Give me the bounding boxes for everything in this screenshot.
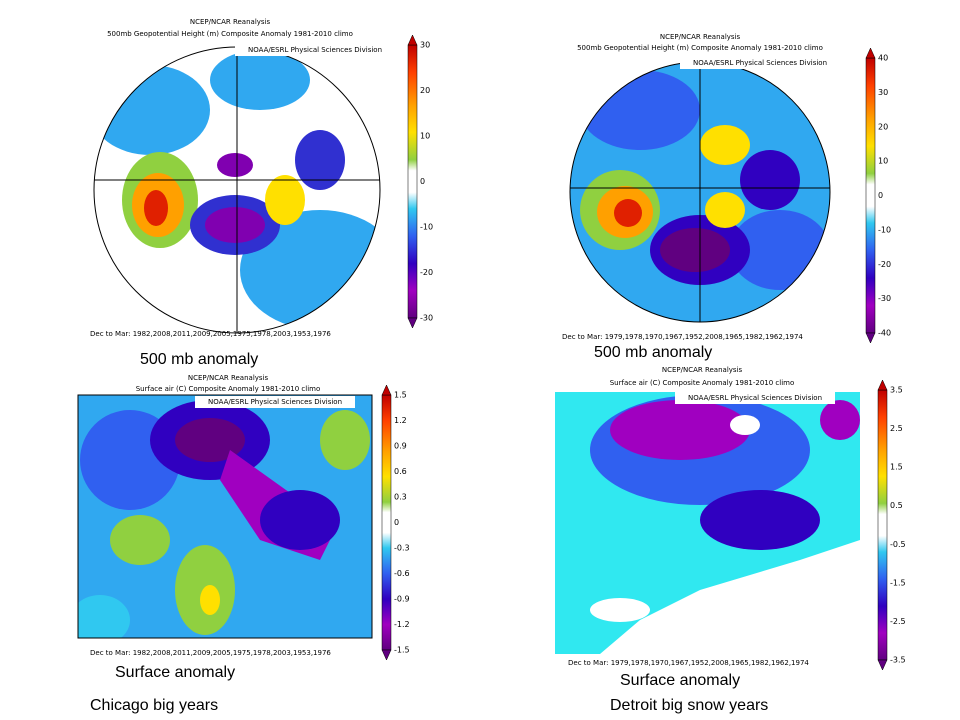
title: 500mb Geopotential Height (m) Composite …: [577, 44, 823, 52]
colorbar-cap: [877, 379, 888, 391]
colorbar-label: 20: [878, 122, 888, 131]
title: Surface air (C) Composite Anomaly 1981-2…: [136, 385, 321, 393]
credit-box: [680, 57, 840, 69]
credit: NOAA/ESRL Physical Sciences Division: [688, 394, 822, 402]
map-4: [555, 392, 860, 654]
footer: Dec to Mar: 1982,2008,2011,2009,2005,197…: [90, 649, 331, 657]
colorbar-label: -1.5: [890, 578, 906, 587]
footer: Dec to Mar: 1982,2008,2011,2009,2005,197…: [90, 330, 331, 338]
colorbar-label: -1.5: [394, 646, 410, 655]
colorbar-label: -20: [878, 260, 891, 269]
colorbar-label: -2.5: [890, 617, 906, 626]
source: NCEP/NCAR Reanalysis: [188, 374, 269, 382]
caption: 500 mb anomaly: [140, 351, 258, 368]
colorbar-label: -20: [420, 268, 433, 277]
map-1: [94, 47, 380, 333]
caption: 500 mb anomaly: [594, 344, 712, 361]
colorbar-label: 0.3: [394, 493, 407, 502]
title: Surface air (C) Composite Anomaly 1981-2…: [610, 379, 795, 387]
credit: NOAA/ESRL Physical Sciences Division: [208, 398, 342, 406]
colorbar-label: 0.9: [394, 442, 407, 451]
credit-box: [195, 396, 355, 408]
footer: Dec to Mar: 1979,1978,1970,1967,1952,200…: [568, 659, 809, 667]
colorbar-label: 0: [878, 191, 883, 200]
map-2: [570, 62, 830, 322]
colorbar: [381, 394, 392, 651]
credit-box: [675, 392, 835, 404]
colorbar-label: 10: [420, 132, 430, 141]
colorbar-cap: [407, 317, 418, 329]
colorbar-label: -1.2: [394, 620, 410, 629]
colorbar-label: -0.9: [394, 595, 410, 604]
credit: NOAA/ESRL Physical Sciences Division: [693, 59, 827, 67]
colorbar-label: 0.6: [394, 467, 407, 476]
colorbar-label: -30: [420, 314, 433, 323]
colorbar-cap: [865, 47, 876, 59]
colorbar-label: 30: [420, 41, 430, 50]
colorbar: [877, 389, 888, 661]
group-label: Chicago big years: [90, 697, 218, 714]
colorbar-cap: [381, 649, 392, 661]
colorbar-label: -40: [878, 329, 891, 338]
colorbar-label: 0.5: [890, 501, 903, 510]
colorbar-label: -10: [420, 223, 433, 232]
colorbar-label: 0: [394, 518, 399, 527]
colorbar-label: 1.5: [394, 391, 407, 400]
colorbar-label: 10: [878, 157, 888, 166]
source: NCEP/NCAR Reanalysis: [662, 366, 743, 374]
credit: NOAA/ESRL Physical Sciences Division: [248, 46, 382, 54]
map-3: [78, 395, 372, 638]
colorbar-label: 2.5: [890, 424, 903, 433]
source: NCEP/NCAR Reanalysis: [660, 33, 741, 41]
colorbar-label: -3.5: [890, 656, 906, 665]
caption: Surface anomaly: [620, 672, 740, 689]
colorbar-label: -30: [878, 294, 891, 303]
group-label: Detroit big snow years: [610, 697, 768, 714]
colorbar-cap: [865, 332, 876, 344]
colorbar: [865, 57, 876, 334]
colorbar-label: 1.5: [890, 463, 903, 472]
map-border: [77, 394, 373, 639]
colorbar-label: 40: [878, 54, 888, 63]
credit-box: [235, 44, 395, 56]
colorbar-label: -0.6: [394, 569, 410, 578]
colorbar-cap: [381, 384, 392, 396]
colorbar-label: 1.2: [394, 416, 407, 425]
colorbar-label: -0.5: [890, 540, 906, 549]
colorbar-label: -0.3: [394, 544, 410, 553]
colorbar-cap: [407, 34, 418, 46]
colorbar-label: 20: [420, 86, 430, 95]
colorbar-label: -10: [878, 225, 891, 234]
colorbar-label: 0: [420, 177, 425, 186]
colorbar: [407, 44, 418, 319]
colorbar-cap: [877, 659, 888, 671]
footer: Dec to Mar: 1979,1978,1970,1967,1952,200…: [562, 333, 803, 341]
source: NCEP/NCAR Reanalysis: [190, 18, 271, 26]
title: 500mb Geopotential Height (m) Composite …: [107, 30, 353, 38]
caption: Surface anomaly: [115, 664, 235, 681]
colorbar-label: 30: [878, 88, 888, 97]
colorbar-label: 3.5: [890, 386, 903, 395]
